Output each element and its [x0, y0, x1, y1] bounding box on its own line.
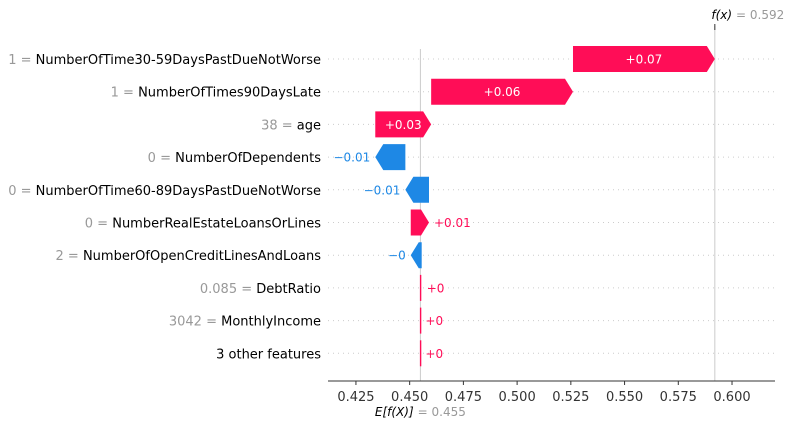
equals-sign: = [156, 151, 175, 166]
x-tick-label: 0.575 [660, 390, 697, 405]
contribution-label: +0 [427, 281, 445, 295]
feature-value: 3042 [169, 315, 202, 330]
feature-value: 0.085 [200, 282, 237, 297]
feature-value: 1 [8, 53, 16, 68]
contribution-label: +0.07 [626, 53, 663, 67]
contribution-label: +0 [425, 347, 443, 361]
final-value-annotation: f(x) = 0.592 [711, 8, 784, 22]
base-value-label: E[f(X)] [375, 405, 414, 419]
x-tick-label: 0.425 [337, 390, 374, 405]
positive-contribution-bar [431, 78, 573, 105]
contribution-label: −0 [388, 249, 406, 263]
negative-contribution-bar [375, 144, 406, 171]
negative-contribution-bar [410, 242, 422, 269]
contribution-label: −0.01 [364, 183, 401, 197]
feature-label: 1 = NumberOfTime30-59DaysPastDueNotWorse [8, 53, 321, 68]
equals-sign: = [202, 315, 221, 330]
negative-contribution-bar [405, 176, 430, 203]
x-tick-label: 0.450 [391, 390, 428, 405]
equals-sign: = [278, 118, 297, 133]
feature-label: 0 = NumberOfTime60-89DaysPastDueNotWorse [8, 184, 321, 199]
feature-value: 38 [261, 118, 278, 133]
feature-value: 1 [111, 86, 119, 101]
x-tick-label: 0.475 [445, 390, 482, 405]
final-value-label: f(x) [711, 8, 732, 22]
x-tick-label: 0.525 [552, 390, 589, 405]
base-value-annotation: E[f(X)] = 0.455 [375, 405, 466, 419]
feature-value: 2 [56, 249, 64, 264]
contribution-label: +0 [425, 314, 443, 328]
x-tick-label: 0.550 [606, 390, 643, 405]
feature-label: 2 = NumberOfOpenCreditLinesAndLoans [56, 249, 322, 264]
contribution-label: +0.01 [434, 216, 471, 230]
zero-contribution-bar [419, 340, 422, 367]
equals-sign: = [93, 217, 112, 232]
final-value-text: = 0.592 [736, 8, 784, 22]
feature-name: NumberRealEstateLoansOrLines [112, 217, 321, 232]
feature-name: NumberOfDependents [175, 151, 321, 166]
feature-label: 0 = NumberRealEstateLoansOrLines [85, 217, 321, 232]
feature-name: MonthlyIncome [221, 315, 321, 330]
zero-contribution-bar [419, 274, 422, 301]
contribution-label: −0.01 [333, 151, 370, 165]
feature-name: NumberOfTime60-89DaysPastDueNotWorse [36, 184, 321, 199]
x-tick-label: 0.500 [499, 390, 536, 405]
contribution-label: +0.06 [484, 85, 521, 99]
contribution-label: +0.03 [385, 118, 422, 132]
equals-sign: = [237, 282, 256, 297]
feature-label: 1 = NumberOfTimes90DaysLate [111, 86, 321, 101]
positive-contribution-bar [572, 46, 715, 72]
positive-contribution-bar [375, 111, 432, 138]
feature-name: NumberOfTimes90DaysLate [138, 86, 321, 101]
equals-sign: = [119, 86, 138, 101]
feature-value: 0 [148, 151, 156, 166]
feature-name: 3 other features [216, 347, 321, 362]
feature-value: 0 [8, 184, 16, 199]
feature-name: NumberOfTime30-59DaysPastDueNotWorse [36, 53, 321, 68]
feature-label: 0 = NumberOfDependents [148, 151, 322, 166]
feature-name: NumberOfOpenCreditLinesAndLoans [83, 249, 321, 264]
feature-name: age [297, 118, 321, 133]
feature-value: 0 [85, 217, 93, 232]
feature-label: 3042 = MonthlyIncome [169, 315, 321, 330]
feature-name: DebtRatio [256, 282, 321, 297]
zero-contribution-bar [419, 307, 422, 334]
feature-label: 38 = age [261, 118, 321, 133]
feature-label: 0.085 = DebtRatio [200, 282, 321, 297]
base-value-text: = 0.455 [418, 405, 466, 419]
equals-sign: = [16, 53, 35, 68]
feature-label: 3 other features [216, 347, 321, 362]
x-tick-label: 0.600 [713, 390, 750, 405]
equals-sign: = [16, 184, 35, 199]
equals-sign: = [64, 249, 83, 264]
positive-contribution-bar [410, 209, 430, 236]
